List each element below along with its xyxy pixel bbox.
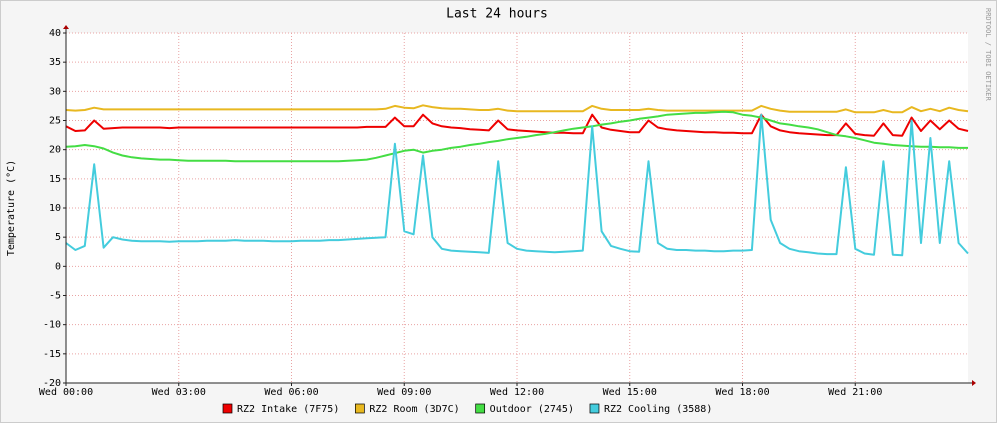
- y-tick-label: 10: [49, 203, 61, 214]
- legend-swatch: [222, 403, 233, 414]
- y-tick-label: 35: [49, 57, 61, 68]
- y-tick-label: 0: [55, 261, 61, 272]
- x-tick-label: Wed 00:00: [39, 387, 93, 398]
- y-tick-label: -20: [43, 378, 61, 389]
- y-tick-label: -15: [43, 349, 61, 360]
- y-tick-label: 20: [49, 145, 61, 156]
- legend-swatch: [355, 403, 365, 414]
- x-tick-label: Wed 06:00: [264, 387, 318, 398]
- legend-swatch: [589, 403, 600, 414]
- x-tick-label: Wed 15:00: [603, 387, 657, 398]
- y-arrow: [63, 25, 69, 29]
- series-line: [65, 110, 968, 163]
- series-line: [65, 113, 969, 137]
- y-tick-label: 25: [49, 116, 61, 127]
- x-tick-label: Wed 09:00: [377, 387, 431, 398]
- x-tick-label: Wed 18:00: [715, 387, 769, 398]
- legend: RZ2 Intake (7F75) RZ2 Room (3D7C) Outdoor …: [222, 403, 712, 415]
- y-tick-label: 5: [55, 232, 61, 243]
- y-axis-label: Temperature (°C): [6, 160, 17, 256]
- lines: [65, 104, 969, 257]
- x-arrow: [972, 380, 976, 386]
- legend-label: RZ2 Room (3D7C): [369, 404, 459, 415]
- chart-title: Last 24 hours: [446, 7, 548, 22]
- legend-label: RZ2 Cooling (3588): [604, 404, 712, 415]
- y-tick-label: -5: [49, 291, 61, 302]
- series-line: [65, 113, 969, 257]
- x-tick-label: Wed 21:00: [828, 387, 882, 398]
- grid: [65, 32, 968, 384]
- series-line: [65, 104, 969, 114]
- y-tick-label: 15: [49, 174, 61, 185]
- y-tick-label: -10: [43, 320, 61, 331]
- legend-label: Outdoor (2745): [490, 404, 574, 415]
- x-tick-label: Wed 12:00: [490, 387, 544, 398]
- y-tick-label: 40: [49, 28, 61, 39]
- legend-label: RZ2 Intake (7F75): [237, 404, 339, 415]
- watermark: RRDTOOL / TOBI OETIKER: [984, 8, 992, 102]
- legend-swatch: [475, 403, 486, 414]
- x-tick-label: Wed 03:00: [152, 387, 206, 398]
- y-tick-label: 30: [49, 86, 61, 97]
